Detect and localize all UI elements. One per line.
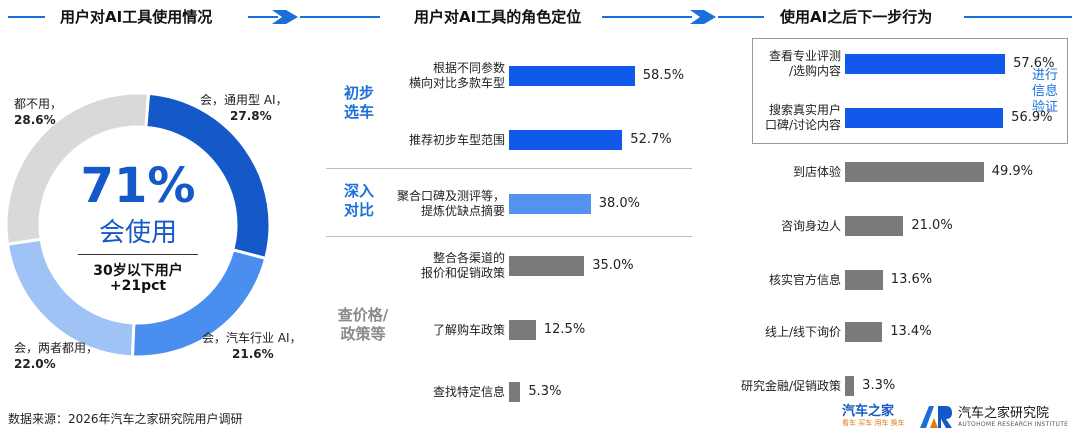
research-institute-logo: 汽车之家研究院 AUTOHOME RESEARCH INSTITUTE <box>958 406 1069 428</box>
next-row-4-label: 咨询身边人 <box>780 218 841 233</box>
role-row-4-bar <box>509 256 585 276</box>
next-row-5-value: 13.6% <box>890 272 933 287</box>
donut-sub-line2: +21pct <box>109 278 167 294</box>
role-row-2-label: 推荐初步车型范围 <box>408 132 505 147</box>
usage-donut-chart <box>4 91 270 359</box>
donut-label-both: 会，两者都用， 22.0% <box>14 341 99 371</box>
next-row-6-bar <box>845 322 883 342</box>
next-row-6-value: 13.4% <box>890 324 932 339</box>
role-row-3-label: 聚合口碑及测评等， 提炼优缺点摘要 <box>396 189 505 218</box>
donut-divider <box>78 254 198 255</box>
next-row-2-value: 56.9% <box>1011 110 1053 125</box>
next-row-1-label: 查看专业评测/选购内容 <box>768 49 841 78</box>
next-row-2-bar <box>845 108 1004 128</box>
donut-label-none: 都不用， 28.6% <box>14 97 63 127</box>
next-row-5-bar <box>845 270 883 290</box>
next-row-4-value: 21.0% <box>911 218 953 233</box>
section-title-role: 用户对AI工具的角色定位 <box>414 8 582 26</box>
role-row-3-value: 38.0% <box>598 196 640 211</box>
donut-center-value: 71% <box>80 158 196 214</box>
donut-label-industry: 会，汽车行业 AI， 21.6% <box>202 331 302 361</box>
role-row-4-value: 35.0% <box>592 258 634 273</box>
role-row-6-label: 查找特定信息 <box>432 384 505 399</box>
next-row-3-label: 到店体验 <box>792 164 841 179</box>
header-rule-mid-a <box>300 16 380 18</box>
role-row-5-value: 12.5% <box>543 322 586 337</box>
donut-center-label: 会使用 <box>98 218 177 248</box>
role-group-price: 查价格/政策等 <box>337 306 389 343</box>
role-row-5-bar <box>509 320 536 340</box>
section-title-usage: 用户对AI工具使用情况 <box>60 8 213 26</box>
role-row-2-value: 52.7% <box>630 132 672 147</box>
verify-box <box>752 38 1068 144</box>
next-row-6-label: 线上/线下询价 <box>764 324 841 339</box>
role-row-1-value: 58.5% <box>642 68 685 83</box>
role-row-6-value: 5.3% <box>528 384 562 399</box>
next-row-3-bar <box>845 162 984 182</box>
next-row-2-label: 搜索真实用户 口碑/讨论内容 <box>764 103 841 132</box>
header-rule-right-a <box>718 16 764 18</box>
role-row-2-bar <box>509 130 623 150</box>
role-row-1-label: 根据不同参数 横向对比多款车型 <box>408 61 505 90</box>
role-group-compare: 深入 对比 <box>343 182 374 219</box>
header-rule-left-b <box>248 16 278 18</box>
autohome-logo: 汽车之家 看车 买车 用车 换车 <box>842 404 905 427</box>
research-institute-logo-icon <box>920 406 952 428</box>
source-note: 数据来源：2026年汽车之家研究院用户调研 <box>8 412 243 426</box>
donut-slice-none <box>4 91 151 246</box>
role-row-3-bar <box>509 194 591 214</box>
section-title-next: 使用AI之后下一步行为 <box>780 8 933 26</box>
header-rule-mid-b <box>602 16 692 18</box>
next-row-1-value: 57.6% <box>1013 56 1055 71</box>
role-row-1-bar <box>509 66 635 86</box>
chevron-right-icon <box>690 10 716 24</box>
next-row-7-label: 研究金融/促销政策 <box>740 378 841 393</box>
role-group-initial: 初步 选车 <box>343 84 374 121</box>
header-rule-right-b <box>964 16 1072 18</box>
next-row-7-value: 3.3% <box>862 378 896 393</box>
next-row-4-bar <box>845 216 904 236</box>
next-row-1-bar <box>845 54 1006 74</box>
donut-sub-line1: 30岁以下用户 <box>93 263 183 279</box>
next-row-3-value: 49.9% <box>991 164 1034 179</box>
chevron-right-icon <box>272 10 298 24</box>
role-separator-2 <box>326 236 692 237</box>
role-separator-1 <box>326 168 692 169</box>
verify-annotation: 进行 信息 验证 <box>1031 68 1058 115</box>
role-row-5-label: 了解购车政策 <box>432 322 505 337</box>
role-row-4-label: 整合各渠道的 报价和促销政策 <box>420 251 505 280</box>
donut-label-general: 会，通用型 AI， 27.8% <box>200 93 288 123</box>
header-rule-left-a <box>8 16 45 18</box>
role-row-6-bar <box>509 382 521 402</box>
next-row-7-bar <box>845 376 855 396</box>
next-row-5-label: 核实官方信息 <box>768 272 841 287</box>
